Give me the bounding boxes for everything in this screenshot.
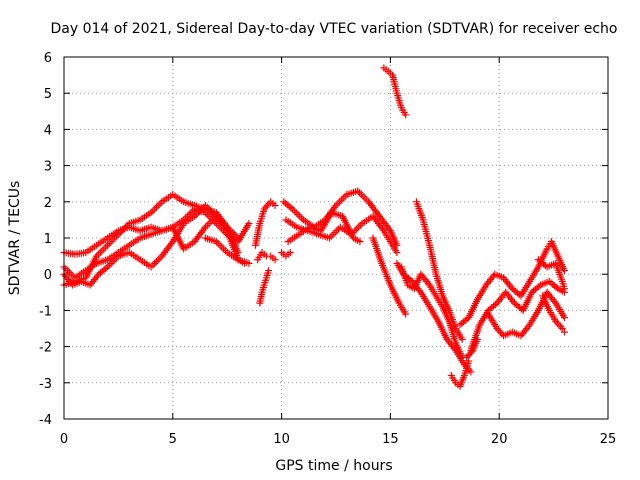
- x-tick-label: 5: [169, 432, 177, 447]
- data-points: [60, 64, 568, 390]
- data-point-fill: [98, 247, 106, 255]
- data-point-fill: [120, 225, 128, 233]
- x-tick-label: 10: [273, 432, 290, 447]
- data-point: [458, 335, 466, 343]
- y-tick-label: -4: [39, 413, 52, 428]
- y-tick-label: -3: [39, 377, 52, 392]
- x-tick-label: 20: [491, 432, 508, 447]
- data-point-fill: [209, 216, 217, 224]
- data-point-fill: [207, 218, 215, 226]
- y-tick-label: 3: [44, 160, 52, 175]
- data-point-fill: [151, 205, 159, 213]
- data-point-fill: [327, 232, 335, 240]
- data-point-fill: [156, 254, 164, 262]
- y-tick-label: 1: [44, 232, 52, 247]
- data-point-fill: [105, 239, 113, 247]
- data-point-fill: [555, 321, 563, 329]
- y-tick-label: 6: [44, 51, 52, 66]
- data-point-fill: [216, 241, 224, 249]
- y-tick-label: 0: [44, 268, 52, 283]
- chart-title: Day 014 of 2021, Sidereal Day-to-day VTE…: [51, 21, 618, 37]
- data-point: [558, 325, 566, 332]
- data-point-fill: [298, 214, 306, 222]
- data-point: [245, 259, 253, 267]
- data-point-fill: [220, 245, 228, 253]
- data-point: [271, 201, 279, 209]
- data-point-fill: [292, 209, 300, 217]
- data-point-fill: [154, 256, 162, 264]
- x-tick-label: 15: [382, 432, 399, 447]
- data-point-fill: [105, 261, 113, 269]
- y-tick-label: 5: [44, 87, 52, 102]
- data-point-fill: [109, 236, 117, 244]
- data-point-fill: [62, 265, 70, 273]
- data-point-fill: [263, 201, 271, 209]
- y-tick-label: 2: [44, 196, 52, 211]
- data-point: [356, 238, 364, 246]
- data-point: [560, 267, 568, 275]
- data-point: [234, 234, 242, 242]
- data-point: [245, 220, 253, 228]
- data-point-fill: [331, 229, 339, 237]
- y-tick-label: 4: [44, 123, 52, 138]
- data-point-fill: [334, 200, 342, 208]
- data-point: [465, 357, 473, 365]
- data-point-fill: [102, 243, 110, 251]
- data-point: [271, 256, 279, 264]
- x-tick-label: 0: [60, 432, 68, 447]
- data-point-fill: [207, 207, 215, 215]
- data-point: [265, 267, 273, 275]
- data-point-fill: [557, 323, 565, 331]
- y-axis-label: SDTVAR / TECUs: [7, 181, 23, 296]
- data-point: [560, 314, 568, 322]
- data-point-fill: [339, 194, 347, 202]
- data-point-fill: [154, 201, 162, 209]
- x-tick-label: 25: [600, 432, 617, 447]
- x-axis-label: GPS time / hours: [275, 458, 392, 474]
- data-point-fill: [205, 220, 213, 228]
- data-point: [286, 248, 294, 256]
- data-point-fill: [185, 210, 193, 218]
- data-point-fill: [361, 194, 369, 202]
- plot-frame: [63, 56, 609, 420]
- data-point-fill: [189, 207, 197, 215]
- data-point-fill: [359, 192, 367, 200]
- data-point-fill: [152, 258, 160, 266]
- data-point-fill: [356, 221, 364, 229]
- data-point-fill: [296, 212, 304, 220]
- data-point: [560, 328, 568, 336]
- data-point-fill: [96, 248, 104, 256]
- data-point-fill: [218, 243, 226, 251]
- data-point: [393, 248, 401, 256]
- data-point-fill: [152, 203, 160, 211]
- data-point-fill: [221, 247, 229, 255]
- data-point: [560, 285, 568, 293]
- data-point-fill: [109, 258, 117, 266]
- data-point-fill: [149, 207, 157, 215]
- data-point-fill: [156, 200, 164, 208]
- y-tick-label: -2: [39, 341, 52, 356]
- data-point-fill: [353, 225, 361, 233]
- data-point-fill: [466, 350, 474, 358]
- data-point-fill: [363, 196, 371, 204]
- data-point-fill: [294, 210, 302, 218]
- data-point-fill: [354, 223, 362, 231]
- data-point: [402, 310, 410, 318]
- data-point-fill: [203, 221, 211, 229]
- data-point: [402, 111, 410, 119]
- data-point-fill: [290, 207, 298, 215]
- data-point-fill: [337, 196, 345, 204]
- data-point-fill: [100, 245, 108, 253]
- grid-lines: [64, 57, 608, 419]
- data-point-fill: [498, 330, 506, 338]
- data-point-fill: [356, 189, 364, 197]
- data-point: [467, 368, 475, 376]
- data-point-fill: [336, 198, 344, 206]
- data-point-fill: [149, 261, 157, 269]
- y-tick-label: -1: [39, 304, 52, 319]
